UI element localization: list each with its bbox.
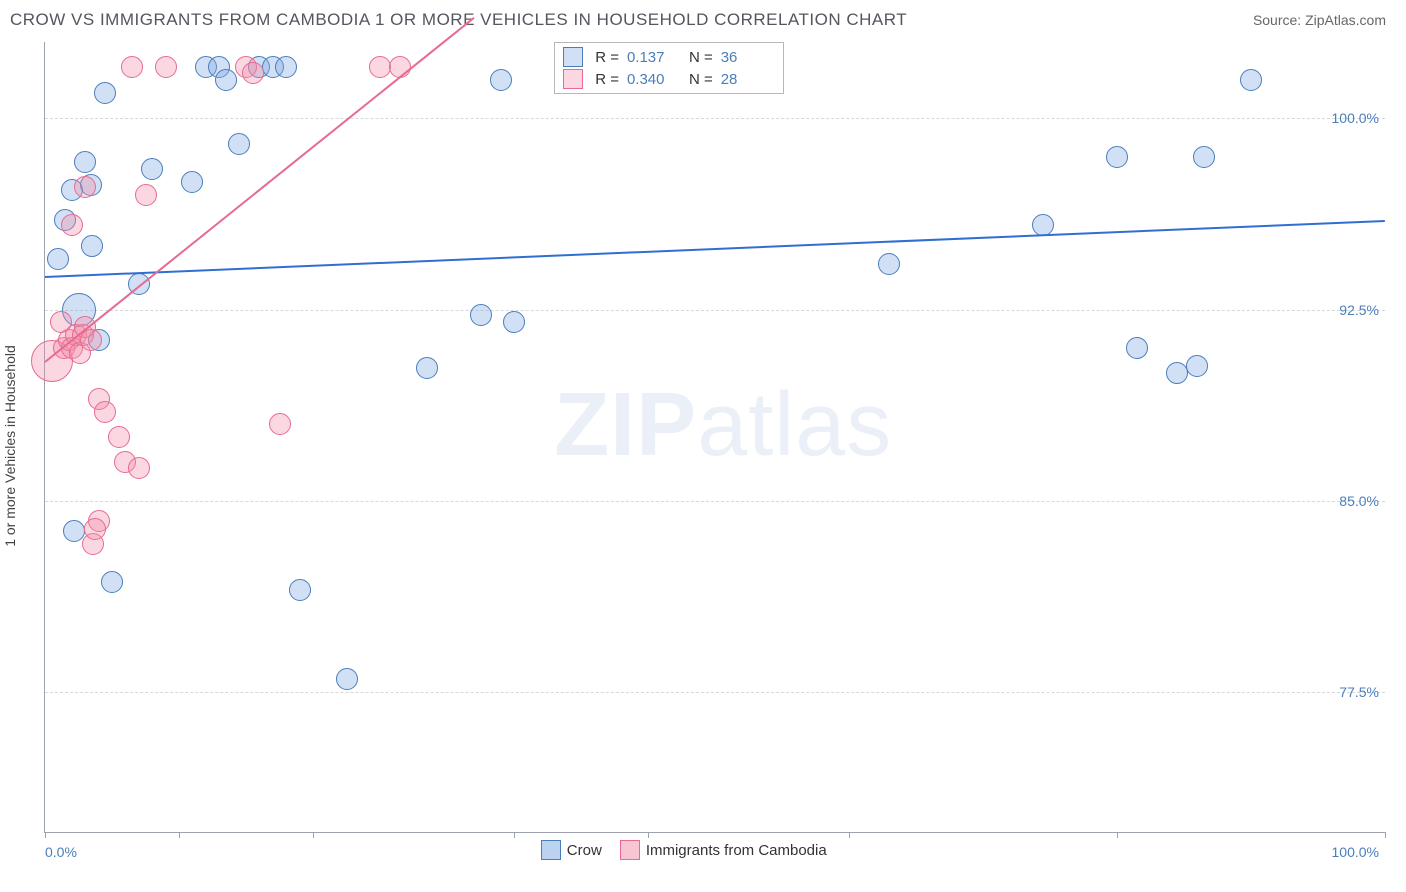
x-tick xyxy=(1385,832,1386,838)
x-axis-max-label: 100.0% xyxy=(1332,844,1379,860)
source-attribution: Source: ZipAtlas.com xyxy=(1253,12,1386,28)
y-tick-label: 92.5% xyxy=(1339,302,1379,318)
legend-item: Crow xyxy=(541,840,602,860)
scatter-point xyxy=(84,518,106,540)
scatter-point xyxy=(228,133,250,155)
x-tick xyxy=(45,832,46,838)
chart-title: CROW VS IMMIGRANTS FROM CAMBODIA 1 OR MO… xyxy=(10,10,907,30)
scatter-point xyxy=(1193,146,1215,168)
gridline-horizontal xyxy=(45,501,1385,502)
scatter-point xyxy=(128,457,150,479)
scatter-point xyxy=(470,304,492,326)
scatter-point xyxy=(242,62,264,84)
gridline-horizontal xyxy=(45,692,1385,693)
scatter-point xyxy=(121,56,143,78)
gridline-horizontal xyxy=(45,310,1385,311)
scatter-point xyxy=(47,248,69,270)
legend-swatch xyxy=(541,840,561,860)
bottom-legend: Crow Immigrants from Cambodia xyxy=(541,840,827,860)
scatter-point xyxy=(215,69,237,91)
stats-row: R = 0.137 N = 36 xyxy=(563,46,771,68)
legend-swatch xyxy=(563,47,583,67)
x-tick xyxy=(514,832,515,838)
stat-n-label: N = xyxy=(689,71,713,88)
y-axis-title: 1 or more Vehicles in Household xyxy=(2,345,18,547)
scatter-point xyxy=(181,171,203,193)
x-tick xyxy=(179,832,180,838)
scatter-point xyxy=(1240,69,1262,91)
stat-n-value: 28 xyxy=(721,71,771,88)
stat-r-value: 0.137 xyxy=(627,49,677,66)
scatter-point xyxy=(135,184,157,206)
stats-legend-box: R = 0.137 N = 36 R = 0.340 N = 28 xyxy=(554,42,784,94)
scatter-point xyxy=(74,151,96,173)
y-tick-label: 77.5% xyxy=(1339,684,1379,700)
scatter-point xyxy=(269,413,291,435)
x-tick xyxy=(313,832,314,838)
scatter-point xyxy=(94,82,116,104)
scatter-point xyxy=(108,426,130,448)
scatter-point xyxy=(416,357,438,379)
gridline-horizontal xyxy=(45,118,1385,119)
y-tick-label: 85.0% xyxy=(1339,493,1379,509)
scatter-point xyxy=(878,253,900,275)
scatter-point xyxy=(1106,146,1128,168)
scatter-point xyxy=(369,56,391,78)
scatter-point xyxy=(275,56,297,78)
scatter-point xyxy=(81,235,103,257)
scatter-point xyxy=(61,214,83,236)
stat-r-label: R = xyxy=(595,49,619,66)
legend-label: Crow xyxy=(567,842,602,859)
y-tick-label: 100.0% xyxy=(1332,110,1379,126)
legend-swatch xyxy=(563,69,583,89)
regression-line xyxy=(45,220,1385,278)
scatter-point xyxy=(74,176,96,198)
x-tick xyxy=(1117,832,1118,838)
stats-row: R = 0.340 N = 28 xyxy=(563,68,771,90)
scatter-point xyxy=(155,56,177,78)
legend-item: Immigrants from Cambodia xyxy=(620,840,827,860)
legend-label: Immigrants from Cambodia xyxy=(646,842,827,859)
x-tick xyxy=(849,832,850,838)
stat-r-value: 0.340 xyxy=(627,71,677,88)
legend-swatch xyxy=(620,840,640,860)
scatter-point xyxy=(503,311,525,333)
scatter-point xyxy=(101,571,123,593)
stat-r-label: R = xyxy=(595,71,619,88)
scatter-point xyxy=(336,668,358,690)
watermark: ZIPatlas xyxy=(554,374,892,477)
scatter-point xyxy=(1166,362,1188,384)
scatter-point xyxy=(490,69,512,91)
scatter-point xyxy=(1126,337,1148,359)
scatter-point xyxy=(94,401,116,423)
plot-area: ZIPatlas 100.0%92.5%85.0%77.5%0.0%100.0%… xyxy=(44,42,1385,833)
scatter-point xyxy=(1186,355,1208,377)
stat-n-label: N = xyxy=(689,49,713,66)
scatter-point xyxy=(289,579,311,601)
x-axis-min-label: 0.0% xyxy=(45,844,77,860)
x-tick xyxy=(648,832,649,838)
stat-n-value: 36 xyxy=(721,49,771,66)
scatter-point xyxy=(141,158,163,180)
